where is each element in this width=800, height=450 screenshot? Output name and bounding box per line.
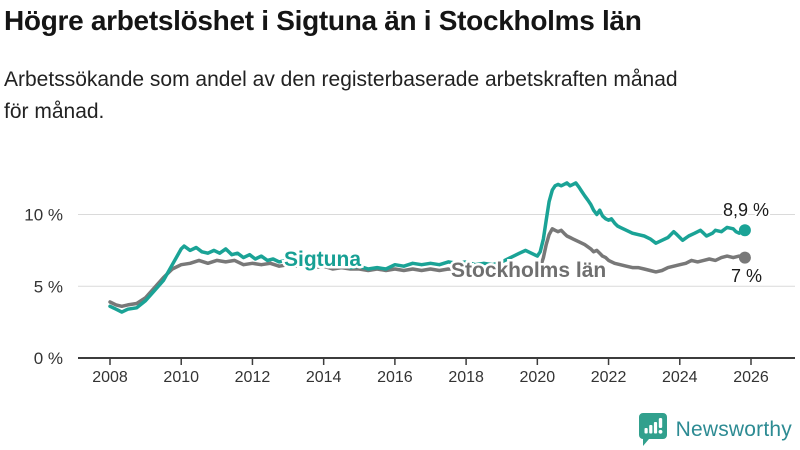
x-tick-label-2008: 2008: [92, 369, 128, 386]
x-tick-label-2022: 2022: [591, 369, 627, 386]
gridlines: [78, 214, 795, 287]
y-axis-label-5pct: 5 %: [34, 277, 63, 296]
series-line-sigtuna: [108, 181, 747, 314]
subtitle-line-1: Arbetssökande som andel av den registerb…: [4, 68, 678, 91]
series-lines: [108, 181, 751, 314]
series-end-dot-sigtuna: [738, 224, 751, 237]
x-tick-label-2020: 2020: [520, 369, 556, 386]
series-label-sigtuna: Sigtuna: [284, 248, 361, 271]
subtitle-line-2: för månad.: [4, 100, 105, 123]
brand-name: Newsworthy: [675, 418, 792, 441]
newsworthy-brand: Newsworthy: [638, 413, 792, 447]
x-tick-label-2014: 2014: [306, 369, 342, 386]
logo-barchart-glyph: [644, 418, 663, 434]
series-line-stockholms-l-n: [108, 227, 747, 309]
x-tick-label-2010: 2010: [163, 369, 199, 386]
page-title: Högre arbetslöshet i Sigtuna än i Stockh…: [4, 5, 642, 36]
x-tick-label-2024: 2024: [662, 369, 698, 386]
newsworthy-logo-icon: [638, 413, 667, 446]
x-axis: 0 % 5 % 10 % 2008 2010 2012 2014 2016 2018 2020 20…: [24, 206, 795, 386]
end-value-label-sigtuna: 8,9 %: [723, 200, 769, 220]
end-value-label-stockholms-lan: 7 %: [731, 266, 762, 286]
logo-bubble-shape: [638, 413, 667, 446]
y-axis-label-0pct: 0 %: [34, 349, 63, 368]
x-tick-label-2012: 2012: [235, 369, 271, 386]
y-axis-label-10pct: 10 %: [24, 206, 63, 225]
chart-subtitle: Arbetssökande som andel av den registerb…: [4, 64, 784, 128]
x-tick-label-2026: 2026: [733, 369, 769, 386]
x-tick-label-2016: 2016: [377, 369, 413, 386]
series-end-dot-stockholms-l-n: [738, 251, 751, 264]
x-tick-label-2018: 2018: [448, 369, 484, 386]
series-label-stockholms-lan: Stockholms län: [451, 259, 606, 282]
